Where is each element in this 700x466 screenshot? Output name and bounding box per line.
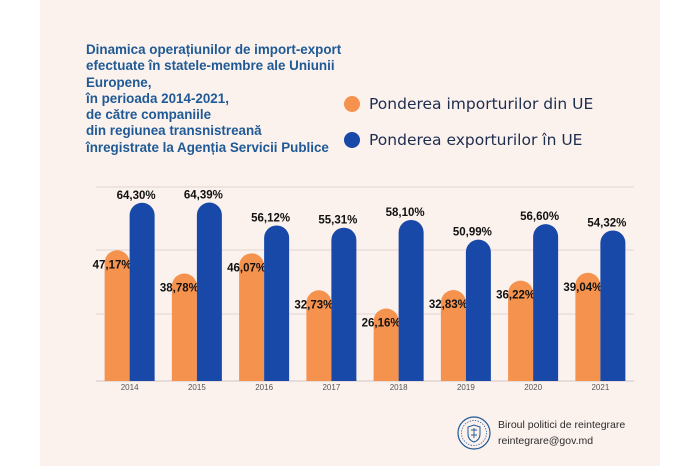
bar-imports [306, 290, 332, 381]
x-tick-label: 2015 [188, 383, 206, 392]
data-label-imports: 38,78% [160, 283, 199, 295]
legend-item-exports: Ponderea exporturilor în UE [344, 131, 582, 149]
x-tick-label: 2020 [524, 383, 542, 392]
data-label-imports: 47,17% [93, 259, 132, 271]
bar-imports [239, 253, 265, 381]
x-tick-label: 2016 [255, 383, 273, 392]
bar-imports [440, 290, 466, 381]
legend-swatch-exports [344, 132, 360, 148]
chart-title: Dinamica operațiunilor de import-export … [86, 42, 342, 155]
footer-org-name: Biroul politici de reintegrare [498, 419, 626, 431]
data-label-exports: 58,10% [386, 207, 425, 219]
legend-swatch-imports [344, 96, 360, 112]
x-tick-label: 2014 [121, 383, 139, 392]
data-label-exports: 50,99% [453, 227, 492, 239]
bar-imports [373, 308, 399, 381]
bar-exports [129, 202, 155, 381]
data-label-imports: 32,83% [429, 299, 468, 311]
bar-imports [171, 273, 197, 381]
bar-imports [104, 250, 130, 381]
legend-item-imports: Ponderea importurilor din UE [344, 95, 593, 113]
data-label-exports: 56,60% [520, 211, 559, 223]
data-label-exports: 56,12% [251, 212, 290, 224]
footer-email[interactable]: reintegrare@gov.md [498, 435, 594, 447]
data-label-exports: 54,32% [587, 217, 626, 229]
bar-exports [331, 227, 357, 381]
data-label-exports: 64,30% [117, 190, 156, 202]
bar-exports [600, 230, 626, 381]
x-tick-label: 2018 [390, 383, 408, 392]
data-label-imports: 32,73% [294, 299, 333, 311]
bar-imports [575, 272, 601, 381]
footer-text: Biroul politici de reintegrare reintegra… [498, 417, 625, 449]
data-label-imports: 36,22% [496, 290, 535, 302]
bar-exports [533, 224, 559, 381]
bar-exports [196, 202, 222, 381]
bar-imports [508, 280, 534, 381]
bar-exports [398, 219, 424, 381]
legend-label-exports: Ponderea exporturilor în UE [369, 131, 583, 149]
state-emblem-seal-icon [457, 416, 491, 450]
data-label-exports: 64,39% [184, 190, 223, 202]
x-tick-label: 2019 [457, 383, 475, 392]
footer: Biroul politici de reintegrare reintegra… [456, 410, 625, 456]
data-label-exports: 55,31% [318, 215, 357, 227]
bar-exports [264, 225, 290, 381]
data-label-imports: 26,16% [362, 317, 401, 329]
legend-label-imports: Ponderea importurilor din UE [369, 95, 594, 113]
data-label-imports: 46,07% [227, 262, 266, 274]
x-tick-label: 2021 [591, 383, 609, 392]
bar-exports [465, 239, 491, 381]
data-label-imports: 39,04% [563, 282, 602, 294]
x-tick-label: 2017 [322, 383, 340, 392]
